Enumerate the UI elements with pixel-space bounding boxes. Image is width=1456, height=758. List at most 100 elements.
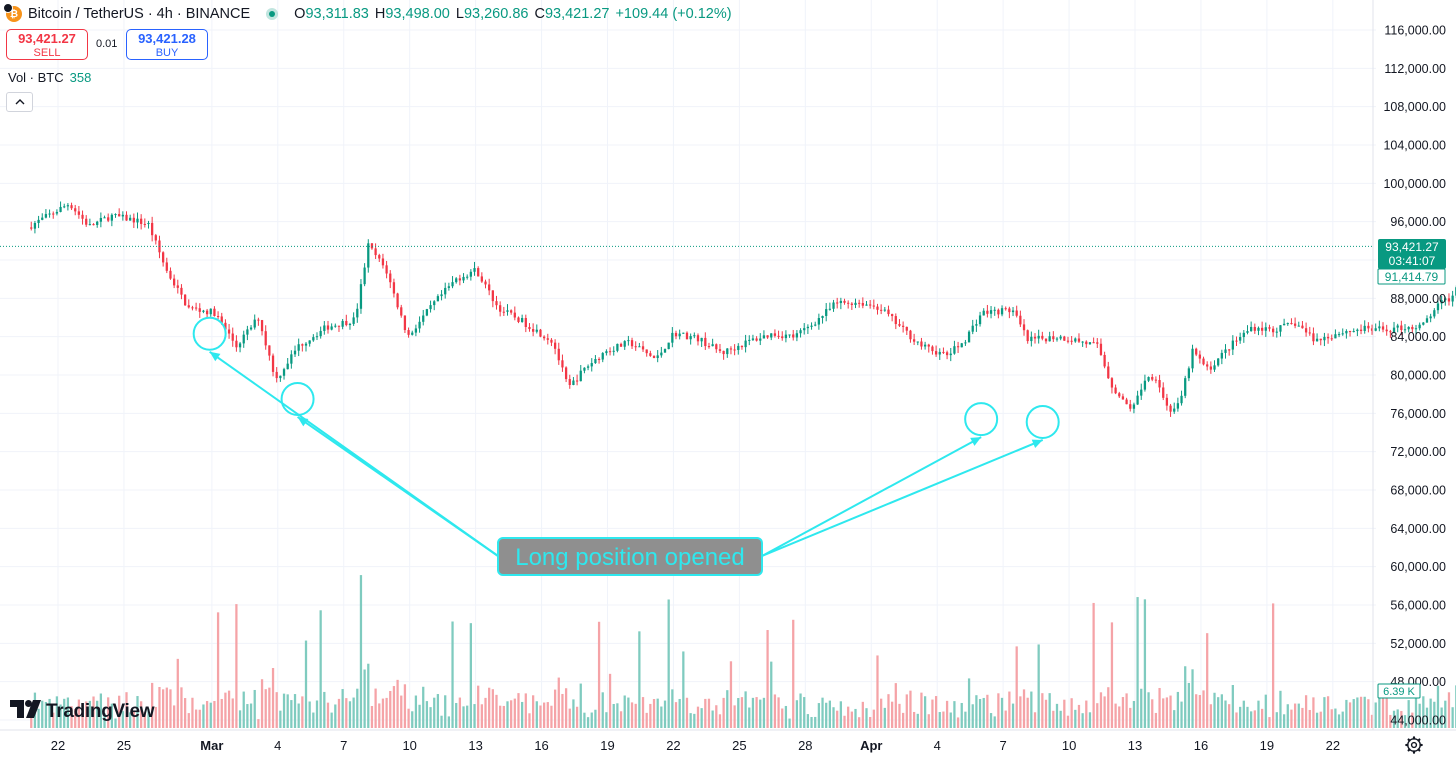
candle-body [623, 341, 626, 347]
volume-bar [726, 690, 729, 728]
volume-bar [1429, 698, 1432, 728]
bitcoin-logo-icon: ₿ [3, 3, 22, 22]
volume-bar [473, 704, 476, 728]
candle-body [151, 222, 154, 236]
annotation-arrowhead [1031, 439, 1043, 448]
volume-bar [345, 698, 348, 728]
candle-body [107, 217, 110, 221]
candle-body [458, 278, 462, 281]
volume-bar [674, 702, 678, 728]
volume-bar [832, 707, 835, 728]
candle-body [378, 255, 381, 259]
annotation-arrow [761, 436, 982, 557]
volume-bar [286, 694, 289, 728]
gear-icon[interactable] [1404, 735, 1424, 755]
volume-bar [121, 711, 124, 728]
annotation-layer: Long position opened [192, 316, 1060, 576]
volume-bar [367, 663, 370, 728]
volume-bar [1030, 691, 1033, 728]
candle-body [213, 308, 216, 317]
volume-bar [1022, 689, 1026, 728]
candle-body [792, 334, 795, 338]
candle-body [1088, 342, 1092, 345]
price-axis[interactable]: 116,000.00 112,000.00 108,000.00 104,000.00… [1372, 0, 1446, 730]
candle-body [162, 252, 165, 263]
high-label: H [374, 6, 386, 22]
chevron-up-icon [15, 99, 24, 105]
candle-body [495, 301, 498, 306]
volume-bar [953, 701, 956, 728]
candle-body [290, 354, 293, 364]
annotation-box[interactable] [497, 537, 763, 576]
candle-body [1118, 393, 1121, 397]
candle-body [1326, 336, 1330, 339]
order-quantity[interactable]: 0.01 [96, 38, 118, 50]
volume-bar [480, 704, 483, 728]
candle-body [762, 335, 766, 339]
candle-body [484, 281, 487, 285]
candle-body [326, 325, 330, 330]
candle-body [136, 218, 139, 223]
candle-body [425, 309, 429, 316]
volume-bar [1008, 691, 1011, 728]
volume-bar [986, 694, 989, 728]
candle-body [154, 235, 157, 241]
candle-body [795, 333, 799, 338]
candle-body [66, 205, 70, 207]
candle-body [359, 284, 363, 309]
candle-body [1228, 349, 1231, 351]
volume-bar [513, 698, 516, 728]
candle-body [579, 370, 582, 382]
candle-body [1169, 405, 1172, 412]
time-axis[interactable]: 22 25 Mar 4 7 10 13 16 19 22 25 28 Apr 4 7 10 13 16 19 22 [0, 729, 1456, 753]
volume-bar [304, 640, 308, 728]
candle-body [718, 349, 722, 351]
candle-body [1019, 315, 1022, 325]
volume-bar [1037, 644, 1040, 728]
candle-body [619, 343, 623, 347]
time-tick-label: 28 [798, 738, 812, 753]
volume-bar [528, 713, 531, 728]
candle-body [169, 270, 172, 279]
time-tick-label: 4 [934, 738, 941, 753]
volume-bar [268, 687, 271, 728]
volume-bar [912, 711, 916, 728]
candle-body [997, 309, 1000, 315]
candle-body [1429, 316, 1432, 319]
buy-button[interactable]: 93,421.28 BUY [126, 29, 208, 60]
volume-bar [363, 669, 366, 728]
volume-bar [1099, 692, 1103, 728]
candle-body [1348, 330, 1352, 332]
candle-body [601, 353, 604, 360]
candle-body [641, 346, 645, 350]
volume-bar [722, 697, 725, 728]
candle-body [407, 330, 410, 335]
volume-bar [140, 701, 143, 728]
marked-entry-circle [192, 316, 227, 351]
volume-bar [744, 691, 747, 728]
candle-body [37, 219, 40, 223]
candle-body [59, 206, 62, 212]
candle-body [1074, 338, 1077, 342]
volume-bar [883, 707, 886, 728]
candle-body [777, 335, 780, 337]
volume-bar [154, 706, 157, 728]
candle-body [1055, 338, 1059, 340]
volume-bar [671, 689, 674, 728]
candle-body [323, 325, 326, 331]
collapse-legend-button[interactable] [6, 92, 33, 112]
candle-body [1312, 333, 1315, 342]
candle-body [883, 309, 886, 311]
market-status-icon[interactable] [266, 8, 279, 20]
volume-bar [861, 701, 864, 728]
volume-bar [308, 701, 311, 728]
candle-body [55, 211, 59, 214]
symbol-title[interactable]: ₿ Bitcoin / TetherUS · 4h · BINANCE [3, 3, 250, 22]
candle-body [1180, 395, 1183, 404]
candle-body [568, 379, 571, 385]
sell-button[interactable]: 93,421.27 SELL [6, 29, 88, 60]
candle-body [876, 306, 879, 310]
volume-bar [1246, 706, 1249, 728]
volume-bar [158, 686, 161, 728]
